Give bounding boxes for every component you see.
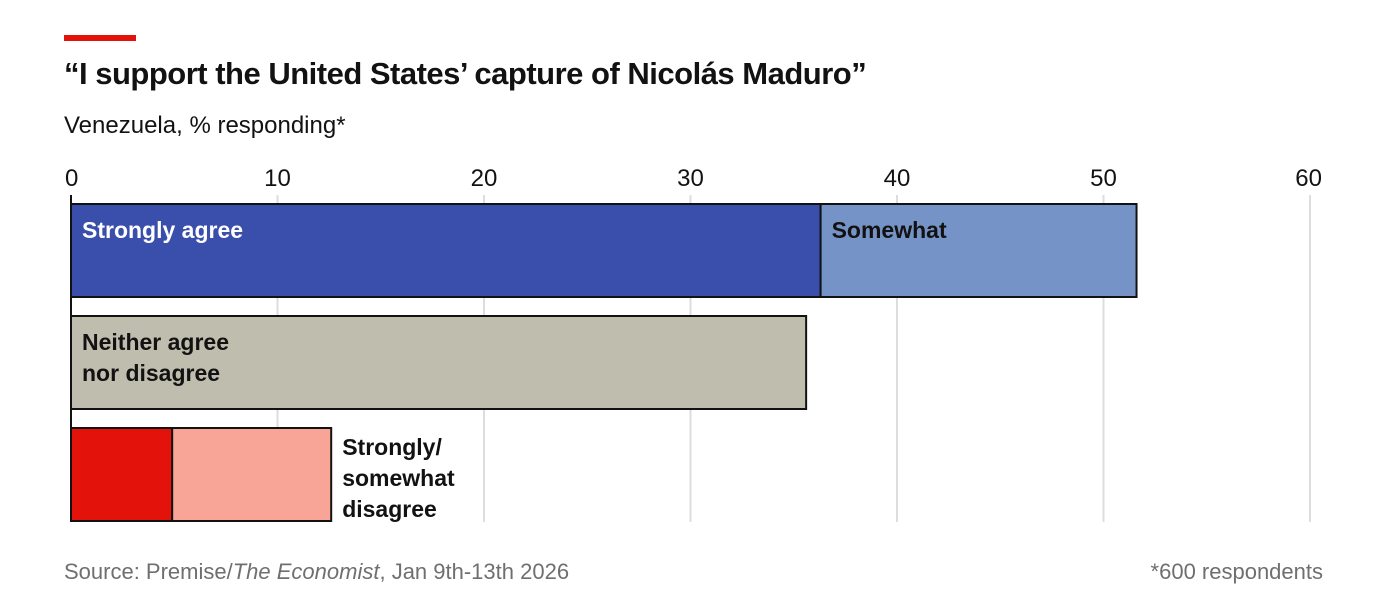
source-suffix: , Jan 9th-13th 2026 xyxy=(379,559,570,584)
bar-segment xyxy=(171,427,333,522)
x-tick-label: 50 xyxy=(1090,165,1117,192)
footnote: *600 respondents xyxy=(1150,559,1323,584)
x-tick-label: 60 xyxy=(1295,165,1322,192)
bar-chart: 0 10 20 30 40 50 60 Strongly agree Somewhat Neith… xyxy=(65,165,1322,522)
chart-title: “I support the United States’ capture of… xyxy=(64,56,867,91)
source-note: Source: Premise/The Economist, Jan 9th-1… xyxy=(64,559,569,585)
bar-segment xyxy=(70,203,822,298)
x-tick-label: 0 xyxy=(65,165,78,192)
chart-subtitle: Venezuela, % responding* xyxy=(64,112,346,139)
bar-segment xyxy=(70,315,808,410)
x-tick-label: 30 xyxy=(677,165,704,192)
accent-rule xyxy=(64,35,136,41)
bar-segment-label: Strongly agree xyxy=(82,217,243,243)
x-tick-label: 40 xyxy=(884,165,911,192)
bar-segment-label: Somewhat xyxy=(832,217,947,243)
source-prefix: Source: Premise/ xyxy=(64,559,233,584)
bar-segment xyxy=(70,427,174,522)
x-tick-label: 10 xyxy=(264,165,291,192)
bar-outside-label: Strongly/somewhat disagree xyxy=(342,434,455,522)
source-publication: The Economist xyxy=(232,559,380,584)
bar-segment-label: Neither agree nor disagree xyxy=(82,329,229,386)
bar-segment xyxy=(819,203,1138,298)
x-tick-label: 20 xyxy=(471,165,498,192)
